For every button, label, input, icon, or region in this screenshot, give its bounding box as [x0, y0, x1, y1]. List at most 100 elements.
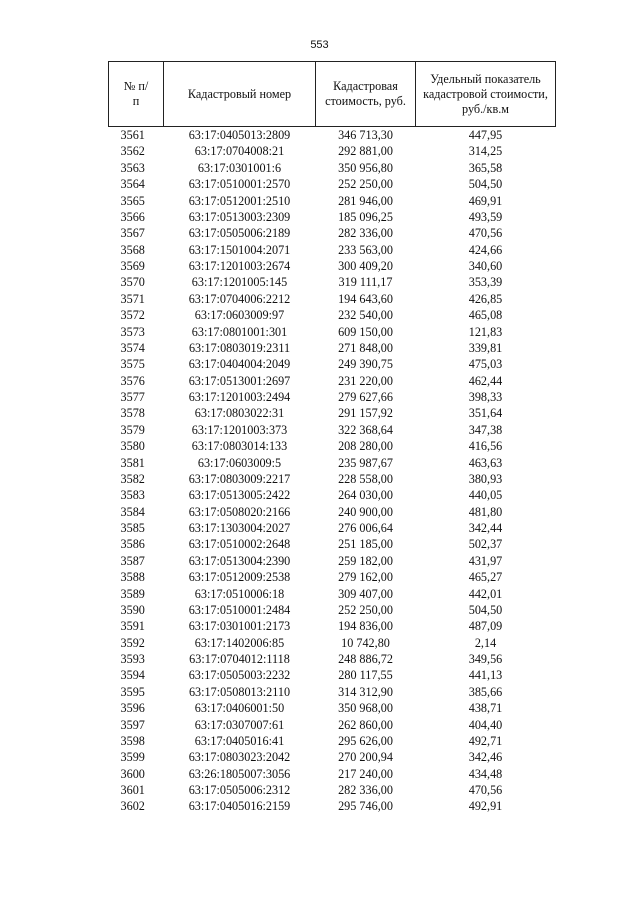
- specific-value: 340,60: [468, 259, 503, 273]
- specific-value: 353,39: [468, 275, 503, 290]
- cadastral-number: 63:17:1201003:2674: [188, 259, 291, 273]
- cadastral-number: 63:17:0505006:2189: [188, 226, 291, 241]
- cadastral-number: 63:17:0405016:41: [194, 733, 285, 748]
- header-cadastral-value: Кадастровая стоимость, руб.: [315, 61, 416, 127]
- table-row: 3602 63:17:0405016:2159 295 746,00 492,91: [109, 798, 556, 814]
- table-row: 3566 63:17:0513003:2309 185 096,25 493,59: [109, 209, 556, 225]
- row-number: 3575: [120, 357, 145, 372]
- table-row: 3561 63:17:0405013:2809 346 713,30 447,95: [109, 127, 556, 144]
- specific-value: 314,25: [468, 144, 503, 159]
- cadastral-value: 350 956,80: [338, 160, 393, 175]
- cadastral-value: 235 987,67: [338, 455, 393, 470]
- row-number: 3568: [120, 242, 145, 257]
- row-number: 3587: [120, 553, 145, 568]
- cadastral-number: 63:17:0307007:61: [194, 717, 285, 732]
- specific-value: 416,56: [468, 439, 503, 454]
- cadastral-value: 208 280,00: [338, 439, 393, 454]
- row-number: 3589: [120, 586, 145, 601]
- cadastral-number: 63:17:0803019:2311: [188, 340, 291, 355]
- table-row: 3579 63:17:1201003:373 322 368,64 347,38: [109, 422, 556, 438]
- row-number: 3590: [120, 602, 145, 617]
- specific-value: 447,95: [468, 128, 503, 142]
- specific-value: 339,81: [468, 340, 503, 355]
- table-row: 3572 63:17:0603009:97 232 540,00 465,08: [109, 307, 556, 323]
- specific-value: 465,08: [468, 308, 503, 323]
- cadastral-number: 63:17:1201005:145: [191, 275, 288, 290]
- cadastral-number: 63:17:0508020:2166: [188, 504, 291, 519]
- cadastral-number: 63:17:0508013:2110: [188, 684, 291, 699]
- table-row: 3585 63:17:1303004:2027 276 006,64 342,44: [109, 520, 556, 536]
- row-number: 3561: [120, 128, 145, 142]
- cadastral-value: 295 626,00: [338, 733, 393, 748]
- table-row: 3567 63:17:0505006:2189 282 336,00 470,56: [109, 225, 556, 241]
- table-row: 3589 63:17:0510006:18 309 407,00 442,01: [109, 586, 556, 602]
- cadastral-value: 252 250,00: [338, 177, 393, 192]
- cadastral-number: 63:17:0803022:31: [194, 406, 285, 421]
- cadastral-number: 63:17:0704012:1118: [189, 652, 290, 666]
- table-row: 3564 63:17:0510001:2570 252 250,00 504,50: [109, 176, 556, 192]
- cadastral-value: 228 558,00: [338, 471, 393, 486]
- header-number: № п/п: [108, 61, 164, 127]
- header-cadastral-number: Кадастровый номер: [163, 61, 316, 127]
- cadastral-number: 63:17:0512009:2538: [188, 570, 291, 585]
- table-row: 3591 63:17:0301001:2173 194 836,00 487,09: [109, 618, 556, 634]
- row-number: 3600: [120, 766, 145, 781]
- table-row: 3588 63:17:0512009:2538 279 162,00 465,27: [109, 569, 556, 585]
- specific-value: 492,91: [468, 799, 503, 814]
- row-number: 3596: [120, 701, 145, 716]
- specific-value: 121,83: [468, 324, 503, 339]
- specific-value: 504,50: [468, 177, 503, 192]
- cadastral-value: 217 240,00: [338, 766, 393, 781]
- cadastral-number: 63:17:1402006:85: [194, 635, 285, 650]
- cadastral-number: 63:17:0405013:2809: [188, 128, 291, 142]
- specific-value: 342,46: [468, 750, 503, 765]
- cadastral-value: 292 881,00: [338, 144, 393, 159]
- table-row: 3571 63:17:0704006:2212 194 643,60 426,85: [109, 291, 556, 307]
- specific-value: 351,64: [468, 406, 503, 421]
- row-number: 3598: [120, 733, 145, 748]
- cadastral-number: 63:17:0803009:2217: [188, 471, 291, 486]
- cadastral-value: 262 860,00: [338, 717, 393, 732]
- cadastral-value: 270 200,94: [338, 750, 393, 765]
- specific-value: 440,05: [468, 488, 503, 503]
- cadastral-value: 314 312,90: [338, 684, 393, 699]
- cadastral-value: 291 157,92: [338, 406, 393, 421]
- table-row: 3563 63:17:0301001:6 350 956,80 365,58: [109, 160, 556, 176]
- row-number: 3576: [120, 373, 145, 388]
- table-row: 3598 63:17:0405016:41 295 626,00 492,71: [109, 733, 556, 749]
- cadastral-number: 63:17:1201003:2494: [188, 390, 291, 404]
- table-row: 3578 63:17:0803022:31 291 157,92 351,64: [109, 405, 556, 421]
- cadastral-number: 63:17:0406001:50: [194, 701, 285, 716]
- table-row: 3580 63:17:0803014:133 208 280,00 416,56: [109, 438, 556, 454]
- cadastral-value: 231 220,00: [338, 373, 393, 388]
- row-number: 3564: [120, 177, 145, 192]
- cadastral-number: 63:17:0505003:2232: [188, 668, 291, 683]
- cadastral-number: 63:17:0803014:133: [191, 439, 288, 454]
- specific-value: 463,63: [468, 455, 503, 470]
- row-number: 3578: [120, 406, 145, 421]
- row-number: 3585: [120, 521, 145, 535]
- cadastral-value: 194 643,60: [338, 291, 393, 306]
- cadastral-number: 63:17:0513005:2422: [188, 488, 291, 503]
- cadastral-value: 281 946,00: [338, 193, 393, 208]
- table-row: 3583 63:17:0513005:2422 264 030,00 440,05: [109, 487, 556, 503]
- table-row: 3601 63:17:0505006:2312 282 336,00 470,56: [109, 782, 556, 798]
- specific-value: 426,85: [468, 291, 503, 306]
- cadastral-value: 10 742,80: [341, 635, 390, 650]
- row-number: 3593: [120, 652, 145, 666]
- cadastral-value: 249 390,75: [338, 357, 393, 372]
- table-row: 3594 63:17:0505003:2232 280 117,55 441,13: [109, 667, 556, 683]
- cadastral-number: 63:17:0513004:2390: [188, 553, 291, 568]
- cadastral-value: 609 150,00: [338, 324, 393, 339]
- specific-value: 349,56: [468, 652, 503, 666]
- table-row: 3587 63:17:0513004:2390 259 182,00 431,97: [109, 553, 556, 569]
- table-row: 3581 63:17:0603009:5 235 987,67 463,63: [109, 455, 556, 471]
- table-row: 3586 63:17:0510002:2648 251 185,00 502,37: [109, 536, 556, 552]
- cadastral-value: 264 030,00: [338, 488, 393, 503]
- specific-value: 2,14: [474, 635, 497, 650]
- row-number: 3584: [120, 504, 145, 519]
- specific-value: 424,66: [468, 242, 503, 257]
- table-row: 3565 63:17:0512001:2510 281 946,00 469,91: [109, 193, 556, 209]
- cadastral-value: 322 368,64: [338, 422, 393, 437]
- specific-value: 342,44: [468, 521, 503, 535]
